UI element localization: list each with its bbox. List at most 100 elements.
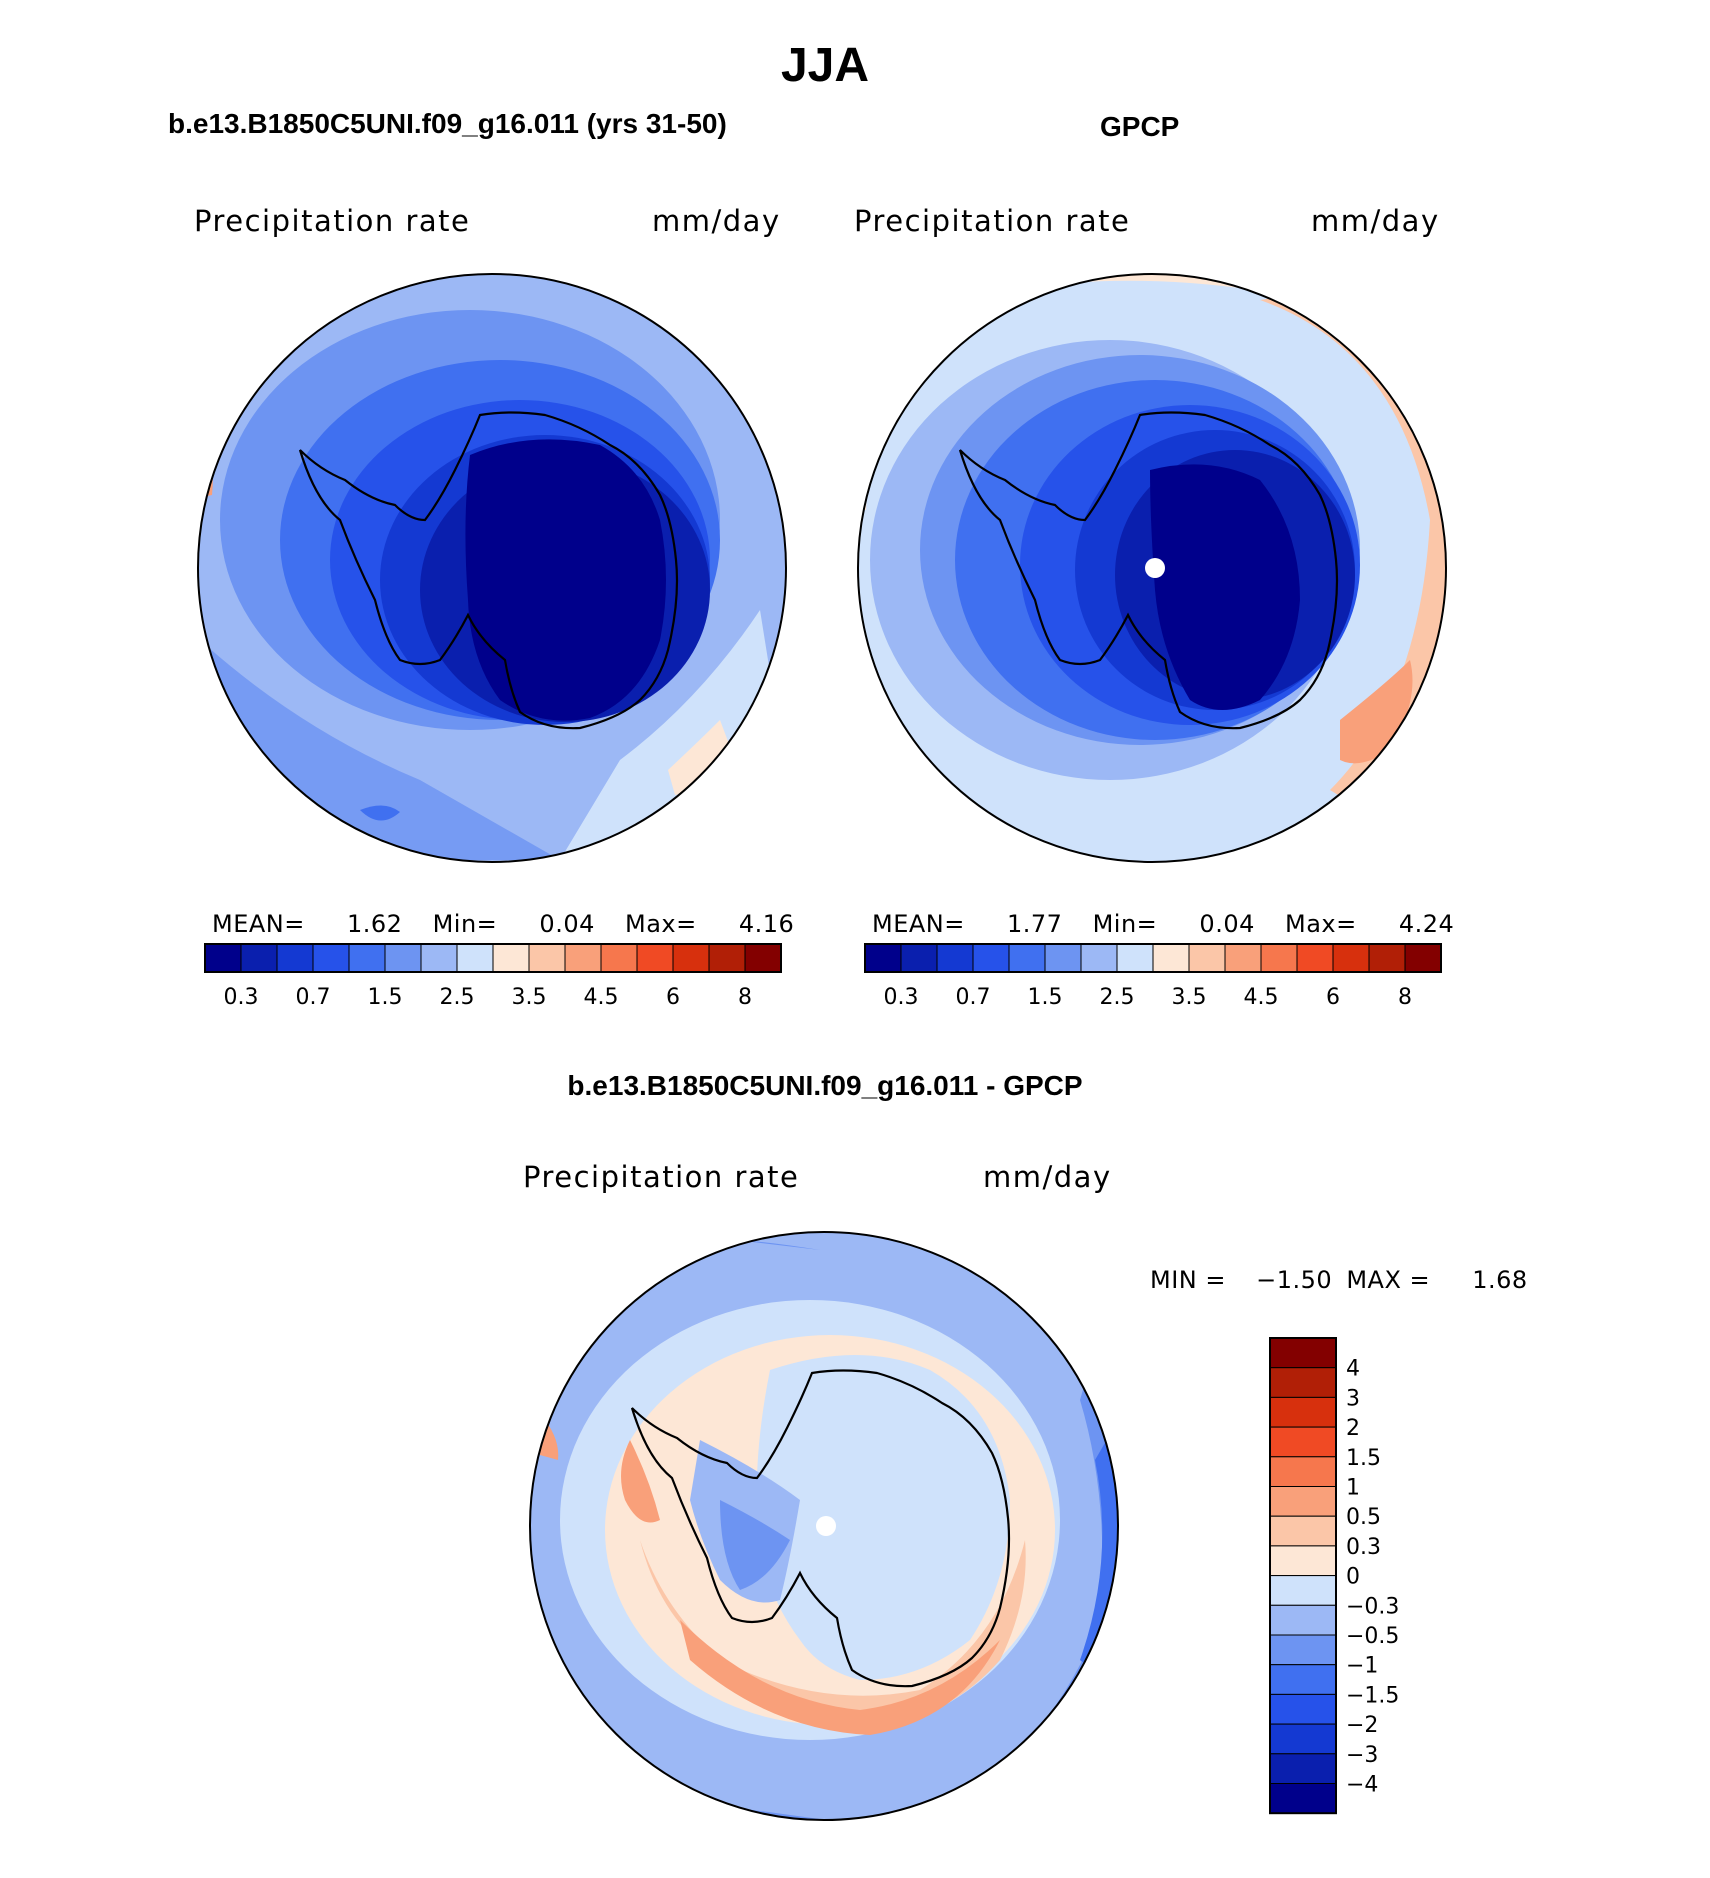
- obs-colorbar-tick: 1.5: [1028, 985, 1063, 1010]
- diff-colorbar-tick: −4: [1346, 1773, 1378, 1798]
- diff-colorbar-box: [1269, 1486, 1337, 1517]
- obs-colorbar-tick: 4.5: [1244, 985, 1279, 1010]
- model-colorbar-tick: 1.5: [368, 985, 403, 1010]
- diff-colorbar-box: [1269, 1396, 1337, 1428]
- model-min-value: 0.04: [539, 910, 595, 938]
- diff-colorbar-tick: 0.3: [1346, 1535, 1381, 1560]
- diff-colorbar-tick: 4: [1346, 1357, 1360, 1382]
- obs-colorbar-box: [1188, 943, 1226, 973]
- obs-colorbar-tick: 0.3: [884, 985, 919, 1010]
- diff-colorbar-tick: −1.5: [1346, 1683, 1399, 1708]
- diff-colorbar-box: [1269, 1634, 1337, 1666]
- diff-max-label: MAX =: [1346, 1266, 1431, 1294]
- diff-colorbar-tick: 1.5: [1346, 1446, 1381, 1471]
- model-mean-value: 1.62: [347, 910, 403, 938]
- diff-colorbar: 4 3 2 1.5 1 0.5 0.3 0 −0.3 −0.5 −1 −1.5 −2 −3 −4: [1269, 1337, 1399, 1815]
- diff-colorbar-box: [1269, 1337, 1337, 1369]
- obs-colorbar-tick: 0.7: [956, 985, 991, 1010]
- diff-colorbar-box: [1269, 1515, 1337, 1547]
- diff-colorbar-tick: −2: [1346, 1713, 1378, 1738]
- diff-map: [529, 1231, 1119, 1821]
- model-colorbar-box: [636, 943, 674, 973]
- diff-colorbar-box: [1269, 1604, 1337, 1636]
- model-colorbar-box: [240, 943, 278, 973]
- diff-min-label: MIN =: [1150, 1266, 1226, 1294]
- obs-max-label: Max=: [1285, 910, 1357, 938]
- obs-colorbar-box: [972, 943, 1010, 973]
- obs-colorbar-box: [1368, 943, 1406, 973]
- obs-colorbar-box: [1296, 943, 1334, 973]
- diff-colorbar-box: [1269, 1456, 1337, 1488]
- model-colorbar: 0.3 0.7 1.5 2.5 3.5 4.5 6 8: [204, 943, 782, 1010]
- obs-colorbar-tick: 6: [1326, 985, 1340, 1010]
- obs-colorbar-box: [936, 943, 974, 973]
- obs-coastline: [958, 411, 1339, 730]
- model-colorbar-tick: 8: [738, 985, 752, 1010]
- model-units-label: mm/day: [652, 204, 781, 238]
- model-colorbar-box: [420, 943, 458, 973]
- model-colorbar-box: [600, 943, 638, 973]
- obs-colorbar-tick: 2.5: [1100, 985, 1135, 1010]
- model-colorbar-box: [708, 943, 746, 973]
- obs-min-value: 0.04: [1199, 910, 1255, 938]
- model-colorbar-tick: 3.5: [512, 985, 547, 1010]
- model-colorbar-box: [348, 943, 386, 973]
- model-colorbar-box: [564, 943, 602, 973]
- model-map: [197, 273, 787, 863]
- obs-colorbar: 0.3 0.7 1.5 2.5 3.5 4.5 6 8: [864, 943, 1442, 1010]
- model-max-label: Max=: [625, 910, 697, 938]
- obs-stats: MEAN= 1.77 Min= 0.04 Max= 4.24: [872, 910, 1454, 938]
- model-colorbar-tick: 0.3: [224, 985, 259, 1010]
- diff-colorbar-tick: 0.5: [1346, 1505, 1381, 1530]
- model-colorbar-box: [204, 943, 242, 973]
- model-colorbar-tick: 2.5: [440, 985, 475, 1010]
- diff-colorbar-box: [1269, 1693, 1337, 1725]
- obs-colorbar-tick: 8: [1398, 985, 1412, 1010]
- model-colorbar-box: [744, 943, 782, 973]
- model-colorbar-tick: 0.7: [296, 985, 331, 1010]
- diff-variable-label: Precipitation rate: [523, 1160, 800, 1194]
- diff-colorbar-box: [1269, 1723, 1337, 1755]
- obs-min-label: Min=: [1092, 910, 1158, 938]
- diff-max-value: 1.68: [1472, 1266, 1528, 1294]
- diff-pole-marker: [816, 1516, 836, 1536]
- obs-colorbar-box: [1332, 943, 1370, 973]
- model-colorbar-box: [456, 943, 494, 973]
- model-colorbar-tick: 6: [666, 985, 680, 1010]
- obs-colorbar-box: [1224, 943, 1262, 973]
- diff-colorbar-box: [1269, 1545, 1337, 1577]
- diff-colorbar-box: [1269, 1367, 1337, 1398]
- model-max-value: 4.16: [738, 910, 795, 938]
- obs-variable-label: Precipitation rate: [854, 204, 1131, 238]
- diff-coastline: [630, 1369, 1011, 1688]
- model-colorbar-tick: 4.5: [584, 985, 619, 1010]
- model-variable-label: Precipitation rate: [194, 204, 471, 238]
- diff-colorbar-tick: −0.5: [1346, 1624, 1399, 1649]
- model-coastline: [298, 411, 679, 730]
- diff-colorbar-tick: 3: [1346, 1386, 1360, 1411]
- obs-colorbar-box: [1152, 943, 1190, 973]
- obs-colorbar-box: [1008, 943, 1046, 973]
- diff-colorbar-tick: −0.3: [1346, 1594, 1399, 1619]
- model-panel-title: b.e13.B1850C5UNI.f09_g16.011 (yrs 31-50): [168, 108, 727, 139]
- model-mean-label: MEAN=: [212, 910, 305, 938]
- obs-colorbar-box: [1044, 943, 1082, 973]
- obs-colorbar-box: [864, 943, 902, 973]
- obs-mean-label: MEAN=: [872, 910, 965, 938]
- obs-max-value: 4.24: [1398, 910, 1455, 938]
- diff-colorbar-tick: −3: [1346, 1743, 1378, 1768]
- diff-colorbar-tick: 1: [1346, 1476, 1360, 1501]
- diff-colorbar-box: [1269, 1753, 1337, 1784]
- model-stats: MEAN= 1.62 Min= 0.04 Max= 4.16: [212, 910, 794, 938]
- model-precip-field: [198, 274, 786, 862]
- model-colorbar-box: [276, 943, 314, 973]
- obs-colorbar-tick: 3.5: [1172, 985, 1207, 1010]
- obs-colorbar-box: [900, 943, 938, 973]
- diff-units-label: mm/day: [983, 1160, 1112, 1194]
- model-colorbar-box: [492, 943, 530, 973]
- diff-colorbar-tick: 2: [1346, 1416, 1360, 1441]
- model-colorbar-box: [312, 943, 350, 973]
- diff-colorbar-tick: −1: [1346, 1654, 1378, 1679]
- model-colorbar-box: [528, 943, 566, 973]
- obs-colorbar-box: [1116, 943, 1154, 973]
